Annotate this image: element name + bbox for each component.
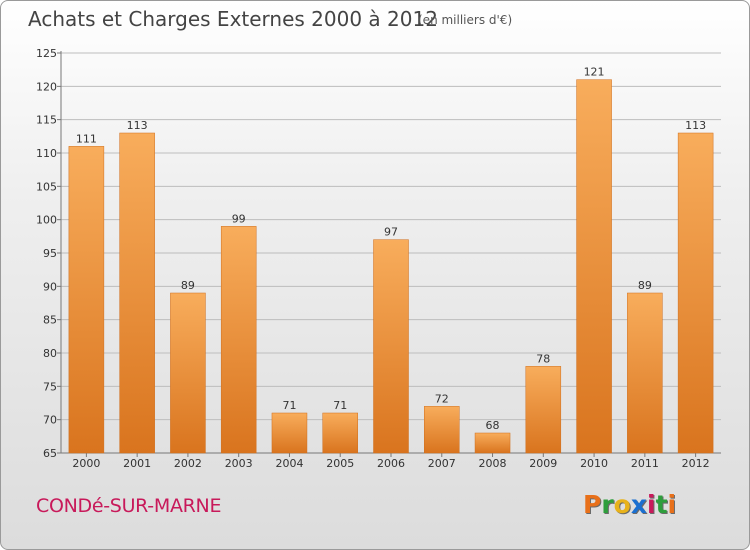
value-label: 68	[486, 419, 500, 432]
y-tick-label: 110	[36, 147, 57, 160]
logo-letter: i	[667, 490, 677, 519]
x-tick-label: 2009	[529, 457, 557, 470]
y-tick-label: 80	[43, 347, 57, 360]
x-tick-label: 2001	[123, 457, 151, 470]
value-label: 113	[127, 119, 148, 132]
bar	[271, 412, 308, 454]
x-tick-label: 2006	[377, 457, 405, 470]
value-label: 97	[384, 226, 398, 239]
bar	[677, 132, 714, 454]
x-tick-label: 2002	[174, 457, 202, 470]
bars	[68, 79, 714, 454]
x-tick-label: 2008	[479, 457, 507, 470]
value-labels: 111 113 89 99 71 71 97 72 68 78 121 89 113	[76, 66, 706, 432]
logo-letter: o	[613, 490, 631, 519]
proxiti-logo: Proxiti	[583, 490, 676, 519]
value-label: 121	[584, 66, 605, 79]
value-label: 99	[232, 212, 246, 225]
y-tick-label: 85	[43, 314, 57, 327]
logo-letter: i	[647, 490, 656, 519]
value-label: 113	[685, 119, 706, 132]
bar	[576, 79, 612, 454]
y-tick-label: 115	[36, 114, 57, 127]
value-label: 111	[76, 132, 97, 145]
y-tick-label: 125	[36, 47, 57, 60]
x-tick-label: 2007	[428, 457, 456, 470]
x-tick-label: 2004	[275, 457, 303, 470]
bar	[474, 432, 511, 454]
place-name: CONDé-SUR-MARNE	[36, 495, 222, 517]
bar	[627, 292, 663, 454]
y-tick-label: 90	[43, 280, 57, 293]
bar	[68, 146, 105, 454]
bar	[373, 239, 409, 454]
value-label: 71	[282, 399, 296, 412]
bar	[525, 366, 562, 454]
axes: 65 70 75 80 85 90 95 100 105 110 115 120 125 2000 2001…	[36, 47, 721, 470]
bar	[220, 226, 257, 454]
x-tick-label: 2012	[682, 457, 710, 470]
y-tick-label: 95	[43, 247, 57, 260]
logo-letter: t	[655, 490, 668, 519]
value-label: 72	[435, 392, 449, 405]
x-tick-label: 2010	[580, 457, 608, 470]
logo-letter: P	[583, 490, 602, 519]
y-tick-label: 70	[43, 414, 57, 427]
bar	[170, 292, 206, 454]
x-tick-label: 2011	[631, 457, 659, 470]
bar	[424, 406, 460, 454]
bar	[119, 132, 155, 454]
y-tick-label: 75	[43, 380, 57, 393]
y-tick-label: 100	[36, 214, 57, 227]
chart-unit: (en milliers d'€)	[418, 13, 513, 27]
value-label: 89	[181, 279, 195, 292]
value-label: 78	[536, 352, 550, 365]
x-tick-label: 2005	[326, 457, 354, 470]
y-tick-label: 105	[36, 180, 57, 193]
bar	[322, 412, 358, 454]
value-label: 71	[333, 399, 347, 412]
chart-title: Achats et Charges Externes 2000 à 2012	[28, 7, 438, 31]
x-tick-label: 2000	[72, 457, 100, 470]
logo-letter: r	[601, 490, 614, 519]
y-tick-label: 120	[36, 80, 57, 93]
y-tick-label: 65	[43, 447, 57, 460]
x-tick-label: 2003	[225, 457, 253, 470]
logo-letter: x	[630, 490, 647, 519]
value-label: 89	[638, 279, 652, 292]
